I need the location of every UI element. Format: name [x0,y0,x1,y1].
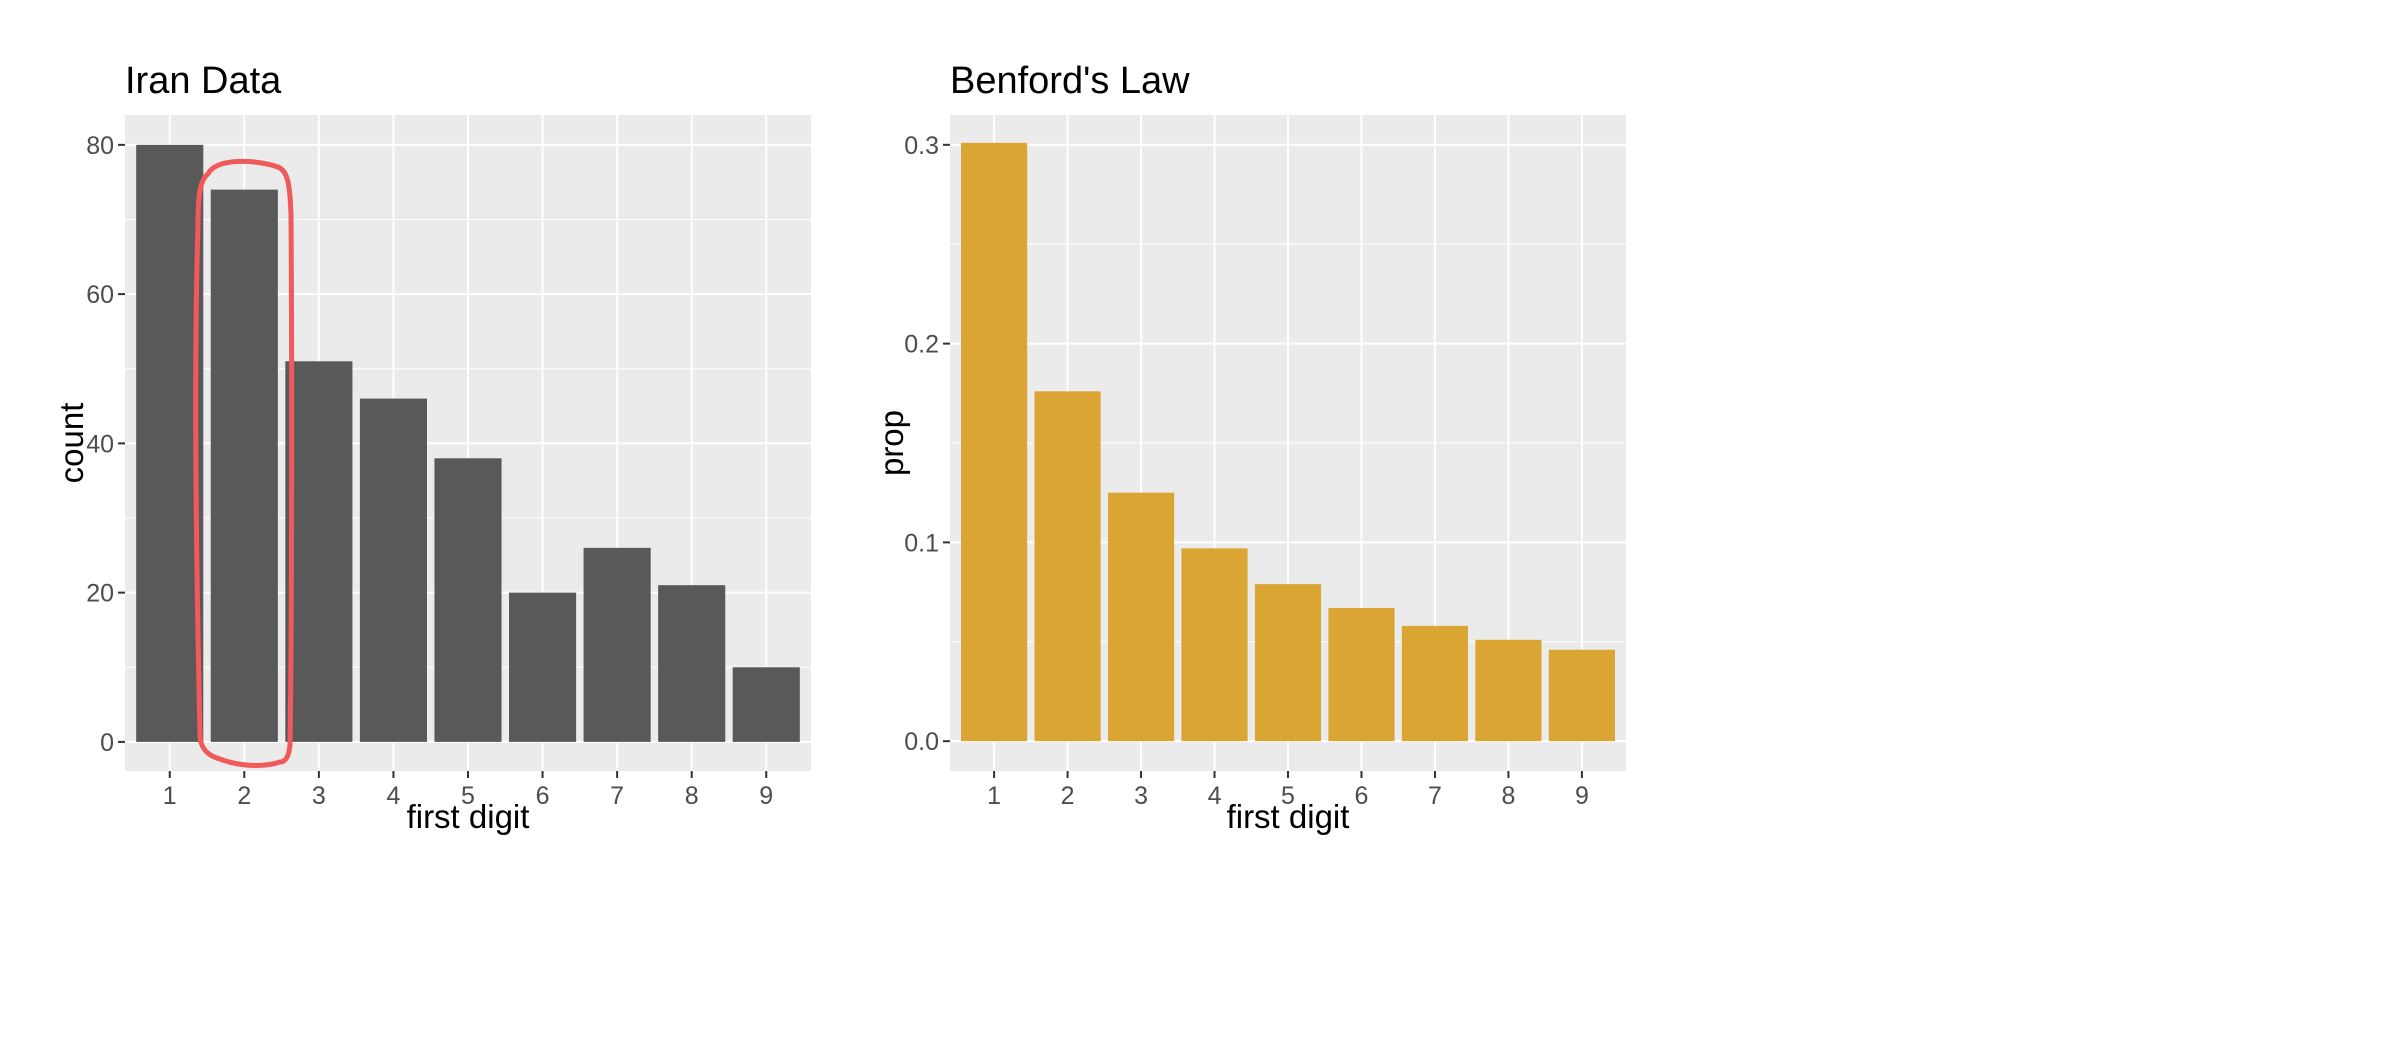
y-axis-ticks: 0 20 40 60 80 [86,132,125,757]
y-tick-label: 0 [100,729,114,757]
x-tick-label: 5 [461,782,475,810]
x-axis-label: first digit [407,798,530,835]
x-tick-label: 3 [1134,782,1148,810]
y-tick-label: 0.3 [904,132,939,160]
bar-digit-2 [210,189,278,742]
y-axis-ticks: 0.0 0.1 0.2 0.3 [904,132,950,756]
bar-digit-2 [1034,391,1101,742]
highlight-annotation [193,158,295,768]
x-tick-label: 1 [163,782,177,810]
iran-data-chart-svg: Iran Data 0 20 40 60 80 1 2 3 4 5 6 7 8 9 first digi… [53,60,811,835]
bars [961,142,1615,742]
benfords-law-chart: Benford's Law 0.0 0.1 0.2 0.3 1 2 3 4 5 6 7 8 9 fir… [860,55,1660,855]
x-tick-label: 6 [536,782,550,810]
bar-digit-8 [658,585,726,742]
x-axis-label: first digit [1227,798,1350,835]
bar-digit-1 [961,142,1028,742]
x-tick-label: 1 [987,782,1001,810]
bar-digit-1 [136,144,204,742]
x-tick-label: 7 [1428,782,1442,810]
bar-digit-9 [1548,649,1615,742]
y-tick-label: 20 [86,580,114,608]
x-tick-label: 5 [1281,782,1295,810]
x-tick-label: 3 [312,782,326,810]
x-tick-label: 2 [237,782,251,810]
x-tick-label: 8 [685,782,699,810]
bar-digit-3 [1107,492,1175,742]
bars [136,144,800,742]
x-axis-ticks: 1 2 3 4 5 6 7 8 9 [987,771,1589,810]
x-tick-label: 7 [610,782,624,810]
y-tick-label: 0.2 [904,331,939,359]
bar-digit-6 [509,592,577,742]
x-tick-label: 9 [759,782,773,810]
bar-digit-8 [1475,639,1542,742]
bar-digit-9 [732,667,800,742]
y-tick-label: 0.0 [904,728,939,756]
y-tick-label: 80 [86,132,114,160]
y-tick-label: 60 [86,281,114,309]
bar-digit-5 [1254,584,1322,742]
x-tick-label: 4 [386,782,400,810]
x-tick-label: 6 [1355,782,1369,810]
iran-data-chart: Iran Data 0 20 40 60 80 1 2 3 4 5 6 7 8 9 first digi… [40,55,840,855]
benfords-law-chart-svg: Benford's Law 0.0 0.1 0.2 0.3 1 2 3 4 5 6 7 8 9 fir… [873,60,1626,835]
x-tick-label: 9 [1575,782,1589,810]
bar-digit-6 [1328,607,1395,742]
y-tick-label: 0.1 [904,529,939,557]
x-tick-label: 4 [1208,782,1222,810]
y-axis-label: prop [873,410,910,476]
chart-title: Iran Data [125,60,282,102]
bar-digit-4 [1181,548,1248,742]
x-axis-ticks: 1 2 3 4 5 6 7 8 9 [163,771,773,810]
chart-title: Benford's Law [950,60,1190,102]
y-tick-label: 40 [86,430,114,458]
bar-digit-5 [434,458,502,742]
y-axis-label: count [53,403,90,484]
bar-digit-7 [583,547,651,742]
x-tick-label: 2 [1061,782,1075,810]
x-tick-label: 8 [1501,782,1515,810]
bar-digit-4 [359,398,427,742]
bar-digit-3 [285,361,353,742]
bar-digit-7 [1401,625,1469,742]
